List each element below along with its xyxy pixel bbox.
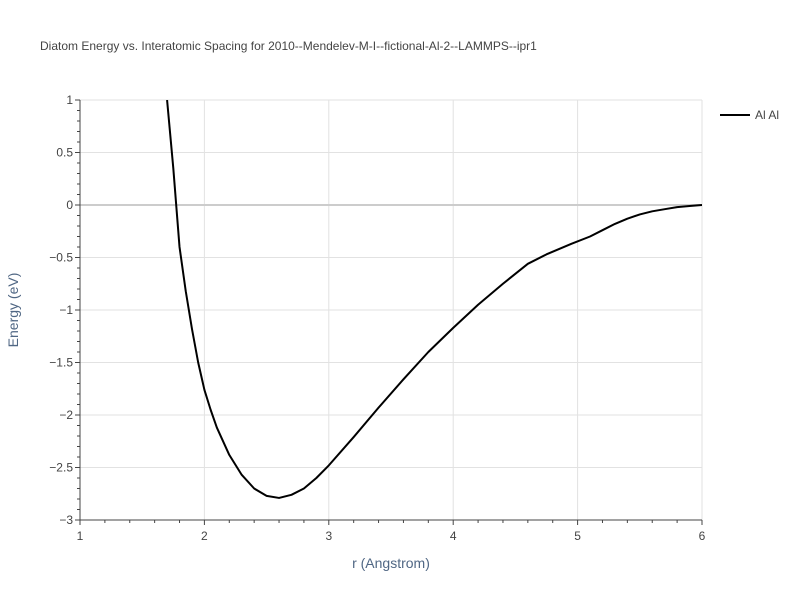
x-axis-title: r (Angstrom) [352,555,430,571]
y-tick-label: −1 [59,303,73,317]
plot-area [166,100,702,499]
chart-title: Diatom Energy vs. Interatomic Spacing fo… [40,39,537,53]
y-tick-label: 1 [66,93,73,107]
x-axis-ticks: 1 2 3 4 5 6 [77,529,706,543]
x-tick-label: 6 [699,529,706,543]
y-tick-label: −3 [59,513,73,527]
legend: Al Al [720,108,779,122]
x-tick-label: 2 [201,529,208,543]
y-tick-label: 0 [66,198,73,212]
axes [75,99,703,525]
series-line [166,100,702,499]
x-tick-label: 3 [325,529,332,543]
x-tick-label: 4 [450,529,457,543]
y-axis-title: Energy (eV) [5,273,21,348]
y-tick-label: −2.5 [49,461,73,475]
y-tick-label: −0.5 [49,251,73,265]
y-tick-label: −1.5 [49,356,73,370]
y-tick-label: 0.5 [56,146,73,160]
y-axis-ticks: 1 0.5 0 −0.5 −1 −1.5 −2 −2.5 −3 [49,93,73,527]
grid [80,99,703,520]
legend-label: Al Al [755,108,779,122]
x-tick-label: 1 [77,529,84,543]
x-tick-label: 5 [574,529,581,543]
y-tick-label: −2 [59,408,73,422]
